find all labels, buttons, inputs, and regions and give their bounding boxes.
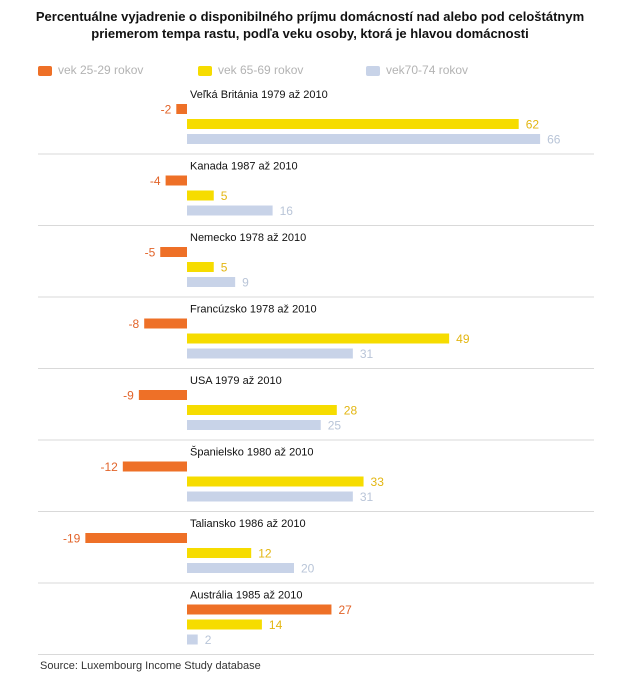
bar-old — [187, 491, 353, 502]
data-label-mid: 5 — [221, 189, 228, 203]
data-label-young: 27 — [338, 603, 352, 617]
data-label-old: 16 — [280, 204, 294, 218]
legend-label-mid: vek 65-69 rokov — [218, 63, 304, 77]
group-label: USA 1979 až 2010 — [190, 375, 282, 387]
data-label-young: -8 — [129, 317, 140, 331]
bar-young — [122, 461, 187, 472]
bar-mid — [187, 333, 450, 344]
chart-title-line-2: priemerom tempa rastu, podľa veku osoby,… — [91, 26, 529, 41]
legend-swatch-young — [38, 66, 52, 76]
bar-old — [187, 134, 541, 144]
bar-old — [187, 205, 273, 216]
bar-old — [187, 563, 294, 573]
legend-label-young: vek 25-29 rokov — [58, 63, 144, 77]
bar-mid — [187, 119, 519, 129]
group-label: Francúzsko 1978 až 2010 — [190, 304, 317, 316]
bar-old — [187, 348, 353, 359]
bar-mid — [187, 548, 252, 558]
data-label-mid: 33 — [371, 475, 385, 489]
group-label: Nemecko 1978 až 2010 — [190, 232, 306, 244]
bar-mid — [187, 262, 214, 272]
data-label-old: 66 — [547, 133, 561, 147]
data-label-mid: 14 — [269, 618, 283, 632]
legend-swatch-old — [366, 66, 380, 76]
data-label-mid: 49 — [456, 332, 470, 346]
data-label-mid: 12 — [258, 547, 272, 561]
bar-young — [85, 533, 187, 543]
data-label-old: 20 — [301, 562, 315, 576]
data-label-mid: 28 — [344, 404, 358, 418]
data-label-old: 31 — [360, 347, 374, 361]
data-label-young: -5 — [145, 246, 156, 260]
bar-old — [187, 420, 321, 430]
group-label: Austrália 1985 až 2010 — [190, 590, 303, 602]
bar-young — [144, 318, 187, 329]
group-label: Veľká Británia 1979 až 2010 — [190, 89, 328, 101]
chart-title-line-1: Percentuálne vyjadrenie o disponibilného… — [35, 9, 585, 24]
legend-label-old: vek70-74 rokov — [386, 63, 469, 77]
data-label-young: -2 — [161, 103, 172, 117]
data-label-old: 2 — [205, 633, 212, 647]
data-label-young: -9 — [123, 389, 134, 403]
bar-young — [187, 604, 332, 615]
legend-swatch-mid — [198, 66, 212, 76]
data-label-mid: 62 — [526, 118, 540, 132]
chart-title: Percentuálne vyjadrenie o disponibilného… — [0, 8, 620, 42]
bar-young — [138, 390, 187, 400]
data-label-mid: 5 — [221, 261, 228, 275]
bar-mid — [187, 476, 364, 487]
data-label-old: 9 — [242, 276, 249, 290]
bar-young — [160, 247, 187, 257]
bar-old — [187, 634, 198, 645]
group-label: Španielsko 1980 až 2010 — [190, 446, 314, 459]
data-label-young: -12 — [100, 460, 118, 474]
source-note: Source: Luxembourg Income Study database — [40, 660, 261, 672]
bar-mid — [187, 405, 337, 415]
bar-mid — [187, 190, 214, 201]
bar-old — [187, 277, 236, 287]
group-label: Taliansko 1986 až 2010 — [190, 518, 306, 530]
bar-young — [165, 175, 187, 186]
data-label-young: -4 — [150, 174, 161, 188]
data-label-old: 25 — [328, 419, 342, 433]
data-label-young: -19 — [63, 532, 81, 546]
bar-young — [176, 104, 187, 114]
bar-mid — [187, 619, 262, 630]
group-label: Kanada 1987 až 2010 — [190, 161, 298, 173]
data-label-old: 31 — [360, 490, 374, 504]
